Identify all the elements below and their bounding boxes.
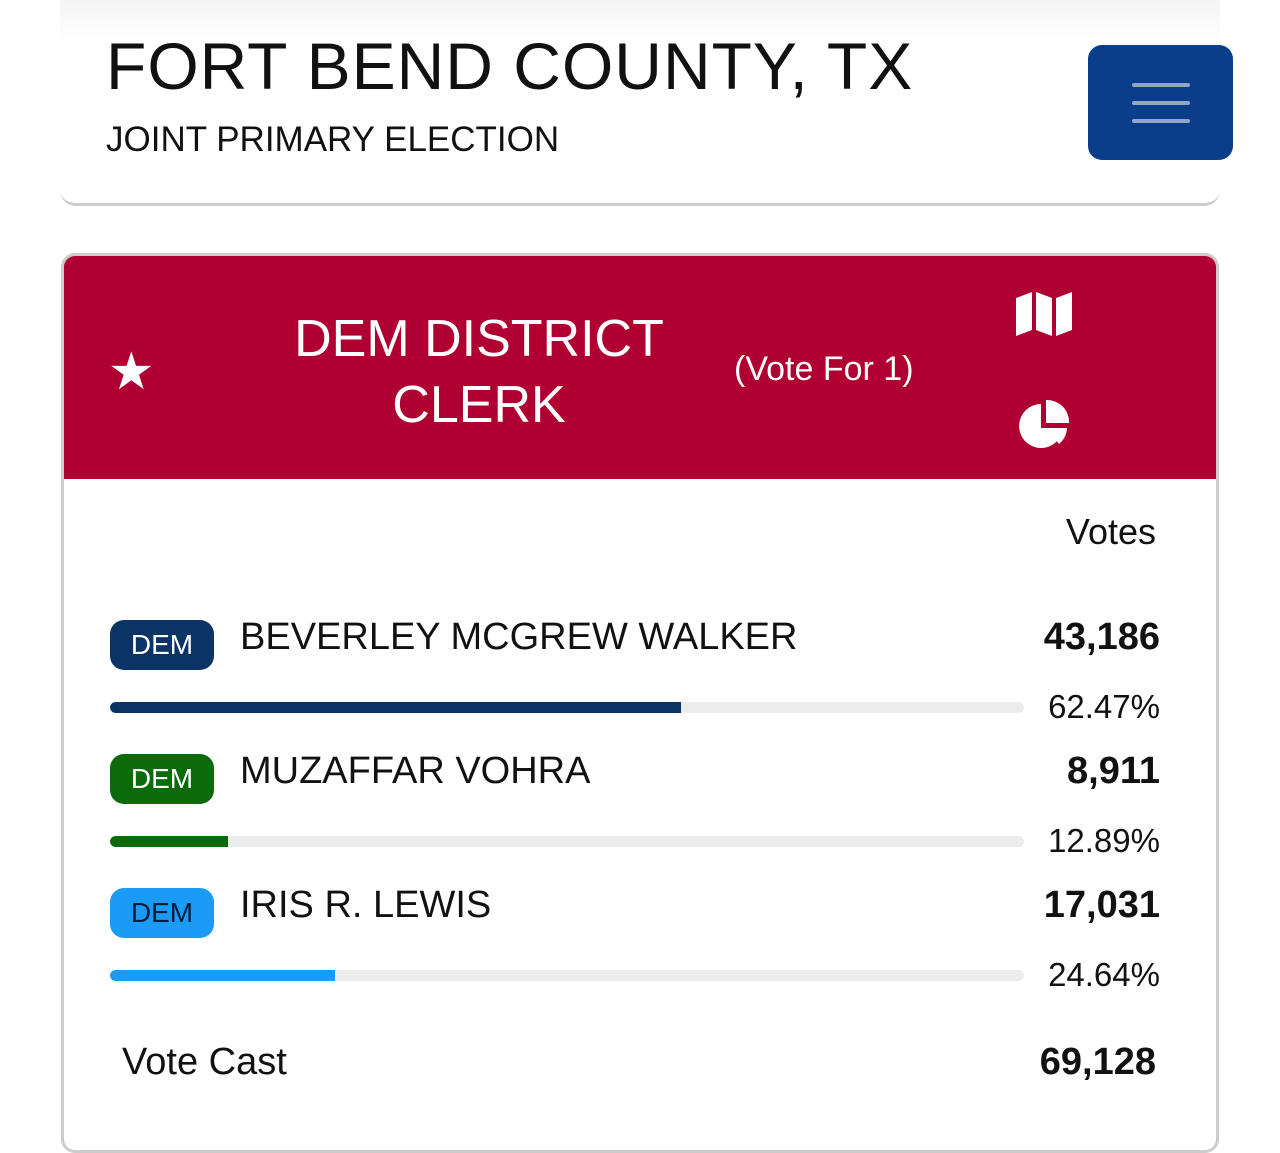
- race-title: DEM DISTRICT CLERK: [264, 306, 694, 438]
- candidate-votes: 17,031: [1043, 884, 1160, 926]
- race-title-line1: DEM DISTRICT: [294, 310, 664, 368]
- party-badge: DEM: [110, 620, 214, 670]
- race-header: ★ DEM DISTRICT CLERK (Vote For 1): [64, 256, 1216, 479]
- candidate-votes: 8,911: [1067, 750, 1160, 792]
- favorite-star-icon[interactable]: ★: [108, 342, 155, 402]
- vote-share-fill: [110, 970, 336, 981]
- map-icon[interactable]: [1016, 292, 1072, 336]
- candidate-percent: 62.47%: [1048, 688, 1160, 725]
- menu-button[interactable]: [1088, 45, 1233, 160]
- vote-share-bar: [110, 970, 1024, 981]
- race-title-line2: CLERK: [392, 376, 566, 434]
- site-header: [60, 0, 1220, 206]
- pie-chart-icon[interactable]: [1019, 400, 1069, 450]
- hamburger-icon: [1131, 100, 1190, 105]
- vote-for-label: (Vote For 1): [734, 350, 914, 388]
- vote-cast-label: Vote Cast: [122, 1041, 287, 1083]
- page-subtitle: JOINT PRIMARY ELECTION: [106, 120, 560, 159]
- party-badge: DEM: [110, 754, 214, 804]
- race-card: ★ DEM DISTRICT CLERK (Vote For 1) Votes …: [61, 253, 1219, 1153]
- candidate-name: BEVERLEY MCGREW WALKER: [240, 616, 798, 658]
- hamburger-icon: [1131, 118, 1190, 123]
- page-title: FORT BEND COUNTY, TX: [106, 29, 914, 103]
- vote-share-bar: [110, 702, 1024, 713]
- vote-share-fill: [110, 702, 681, 713]
- candidate-votes: 43,186: [1043, 616, 1160, 658]
- candidate-name: IRIS R. LEWIS: [240, 884, 492, 926]
- vote-cast-value: 69,128: [1039, 1041, 1156, 1083]
- vote-share-fill: [110, 836, 228, 847]
- candidate-percent: 24.64%: [1048, 956, 1160, 993]
- votes-column-header: Votes: [1065, 511, 1156, 552]
- hamburger-icon: [1131, 82, 1190, 87]
- vote-share-bar: [110, 836, 1024, 847]
- candidate-name: MUZAFFAR VOHRA: [240, 750, 591, 792]
- party-badge: DEM: [110, 888, 214, 938]
- candidate-percent: 12.89%: [1048, 822, 1160, 859]
